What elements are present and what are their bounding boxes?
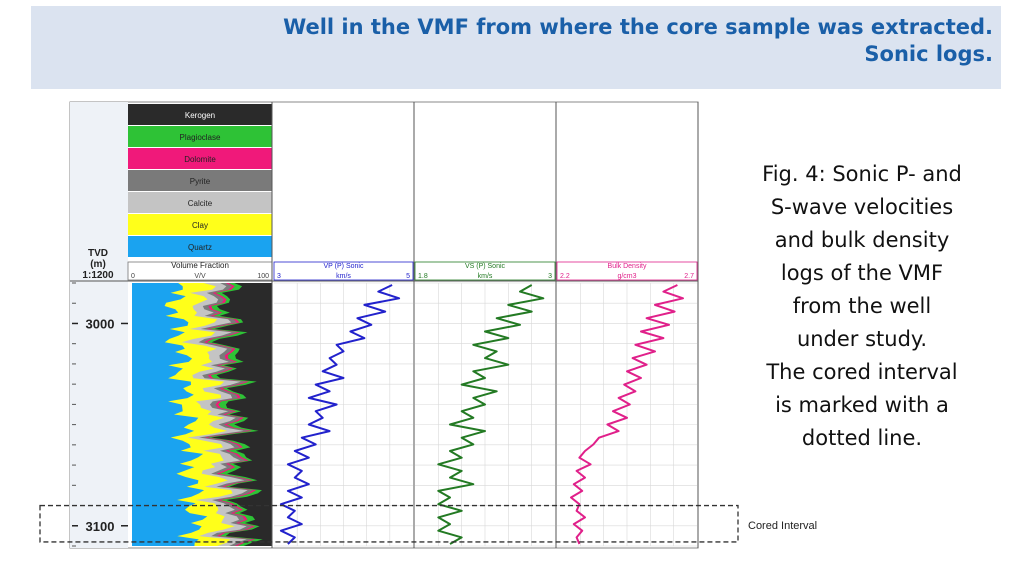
title-band: Well in the VMF from where the core samp… bbox=[31, 6, 1001, 89]
caption-line: The cored interval bbox=[766, 360, 958, 384]
legend-label: Dolomite bbox=[184, 155, 216, 164]
legend-label: Clay bbox=[192, 221, 208, 230]
legend-label: Quartz bbox=[188, 243, 212, 252]
log-curve bbox=[437, 284, 545, 545]
depth-track-background bbox=[70, 102, 128, 548]
legend-swatch bbox=[128, 170, 272, 191]
log-tracks: Volume Fraction 0 V/V 100 VP (P) Sonic 3 km/s 5… bbox=[70, 102, 699, 548]
track-name-label: VS (P) Sonic bbox=[465, 263, 506, 270]
lithology-fill bbox=[132, 283, 208, 546]
volume-unit-label: V/V bbox=[194, 273, 206, 280]
legend-swatch bbox=[128, 214, 272, 235]
log-curve bbox=[570, 284, 684, 545]
caption-line: and bulk density bbox=[774, 228, 950, 252]
depth-label-unit: (m) bbox=[90, 259, 106, 270]
volume-track-label: Volume Fraction bbox=[171, 261, 229, 270]
caption-line: logs of the VMF bbox=[780, 261, 944, 285]
track-unit-label: g/cm3 bbox=[617, 273, 636, 280]
track-max-label: 2.7 bbox=[684, 273, 694, 280]
volume-max-label: 100 bbox=[257, 273, 269, 280]
depth-tick-label: 3000 bbox=[86, 316, 115, 331]
track-unit-label: km/s bbox=[336, 273, 351, 280]
caption-line: S-wave velocities bbox=[770, 195, 954, 219]
legend-label: Calcite bbox=[188, 199, 213, 208]
legend-swatch bbox=[128, 104, 272, 125]
slide-title-line2: Sonic logs. bbox=[864, 42, 993, 66]
caption-line: dotted line. bbox=[801, 426, 923, 450]
caption-line: is marked with a bbox=[775, 393, 949, 417]
track-unit-label: km/s bbox=[478, 273, 493, 280]
log-curve bbox=[279, 284, 401, 545]
track-header bbox=[414, 261, 556, 281]
depth-axis: TVD (m) 1:1200 3000 3100 bbox=[72, 248, 128, 547]
legend-swatch bbox=[128, 126, 272, 147]
legend-swatch bbox=[128, 192, 272, 213]
depth-label-tvd: TVD bbox=[88, 248, 108, 259]
legend-label: Pyrite bbox=[190, 177, 211, 186]
track-name-label: VP (P) Sonic bbox=[324, 263, 364, 270]
legend-label: Plagioclase bbox=[180, 133, 221, 142]
legend-swatch bbox=[128, 148, 272, 169]
caption-line: from the well bbox=[792, 294, 932, 318]
cored-interval-marker: Cored Interval bbox=[39, 504, 817, 543]
depth-scale-label: 1:1200 bbox=[82, 270, 114, 281]
legend-swatch bbox=[128, 236, 272, 257]
depth-tick-label: 3100 bbox=[86, 519, 115, 534]
track-header bbox=[273, 261, 414, 281]
lithology-legend: Kerogen Plagioclase Dolomite Pyrite Calcite C… bbox=[128, 104, 272, 257]
cored-interval-box bbox=[39, 504, 739, 543]
volume-min-label: 0 bbox=[131, 273, 135, 280]
caption-line: under study. bbox=[796, 327, 928, 351]
track-min-label: 2.2 bbox=[560, 273, 570, 280]
track-max-label: 3 bbox=[548, 273, 552, 280]
cored-interval-label: Cored Interval bbox=[748, 520, 817, 532]
track-name-label: Bulk Density bbox=[608, 263, 647, 270]
legend-label: Kerogen bbox=[185, 111, 215, 120]
track-header bbox=[556, 261, 698, 281]
track-min-label: 1.8 bbox=[418, 273, 428, 280]
caption-line: Fig. 4: Sonic P- and bbox=[762, 162, 962, 186]
slide-title-line1: Well in the VMF from where the core samp… bbox=[283, 15, 993, 39]
track-max-label: 5 bbox=[406, 273, 410, 280]
figure-caption: Fig. 4: Sonic P- and S-wave velocities a… bbox=[748, 158, 976, 455]
track-min-label: 3 bbox=[277, 273, 281, 280]
